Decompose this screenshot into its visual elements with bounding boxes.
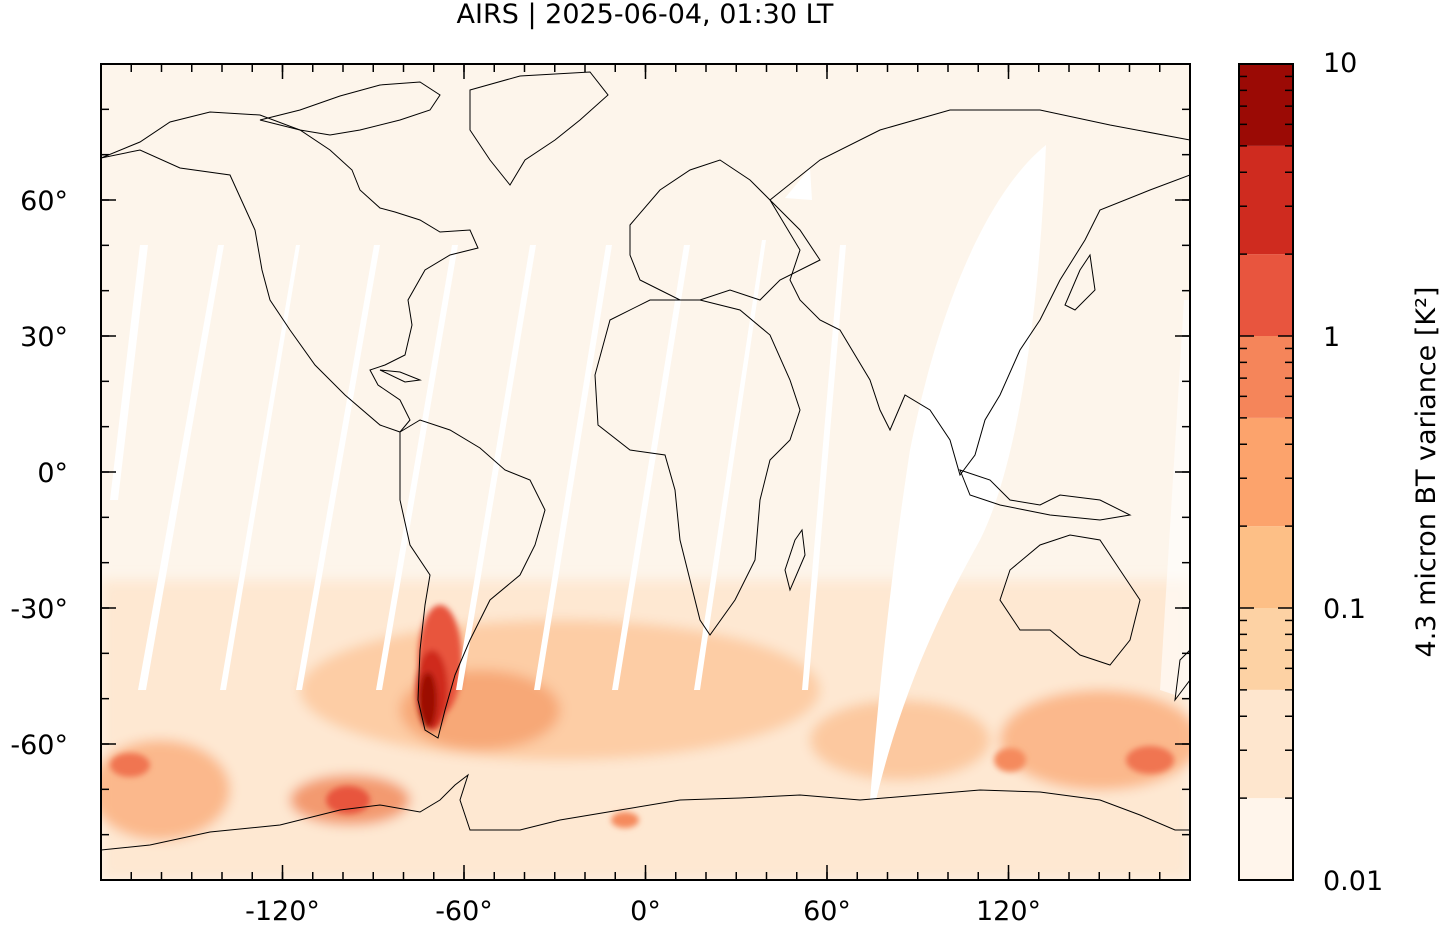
lat-tick-label: -30° (10, 594, 68, 625)
map-ticks (101, 64, 1190, 880)
colorbar: 10 1 0.1 0.01 (1238, 48, 1383, 897)
colorbar-bin (1239, 526, 1293, 608)
colorbar-bin (1239, 689, 1293, 799)
colorbar-tick-label: 1 (1323, 322, 1340, 353)
coast-cuba (379, 369, 422, 383)
colorbar-frame (1238, 63, 1294, 881)
colorbar-bin (1239, 798, 1293, 880)
lat-tick-label: 60° (20, 186, 68, 217)
lon-tick-label: 120° (976, 896, 1041, 927)
colorbar-bin (1239, 145, 1293, 255)
colorbar-bin (1239, 254, 1293, 336)
colorbar-tick-label: 0.01 (1323, 866, 1383, 897)
lon-tick-label: 60° (803, 896, 851, 927)
coast-europe (629, 159, 821, 301)
colorbar-tick-label: 0.1 (1323, 594, 1366, 625)
colorbar-tick-label: 10 (1323, 48, 1357, 79)
colorbar-bin (1239, 64, 1293, 146)
coast-australia (999, 534, 1141, 666)
lon-tick-label: -120° (245, 896, 320, 927)
lat-tick-label: 0° (37, 458, 68, 489)
coast-indonesia (959, 469, 1132, 521)
coast-south-america (399, 419, 546, 739)
data-gaps (110, 145, 1190, 800)
coast-arctic-islands (259, 81, 441, 136)
map-panel (101, 64, 1190, 880)
map-title: AIRS | 2025-06-04, 01:30 LT (456, 0, 834, 30)
lon-tick-label: -60° (435, 896, 493, 927)
variance-field (101, 580, 1190, 880)
coast-madagascar (784, 528, 806, 592)
coast-greenland (469, 71, 609, 186)
colorbar-bin (1239, 417, 1293, 527)
lon-tick-labels: -120° -60° 0° 60° 120° (245, 896, 1041, 927)
lat-tick-label: 30° (20, 322, 68, 353)
lat-tick-label: -60° (10, 730, 68, 761)
coast-antarctica (101, 773, 1190, 851)
lon-tick-label: 0° (630, 896, 661, 927)
colorbar-label: 4.3 micron BT variance [K²] (1411, 287, 1442, 658)
coast-africa (594, 299, 801, 636)
coast-north-america (101, 111, 479, 433)
lat-tick-labels: 60° 30° 0° -30° -60° (10, 186, 68, 761)
coast-japan (1064, 253, 1096, 311)
coast-asia (769, 109, 1190, 477)
colorbar-bin (1239, 608, 1293, 690)
colorbar-bin (1239, 336, 1293, 418)
